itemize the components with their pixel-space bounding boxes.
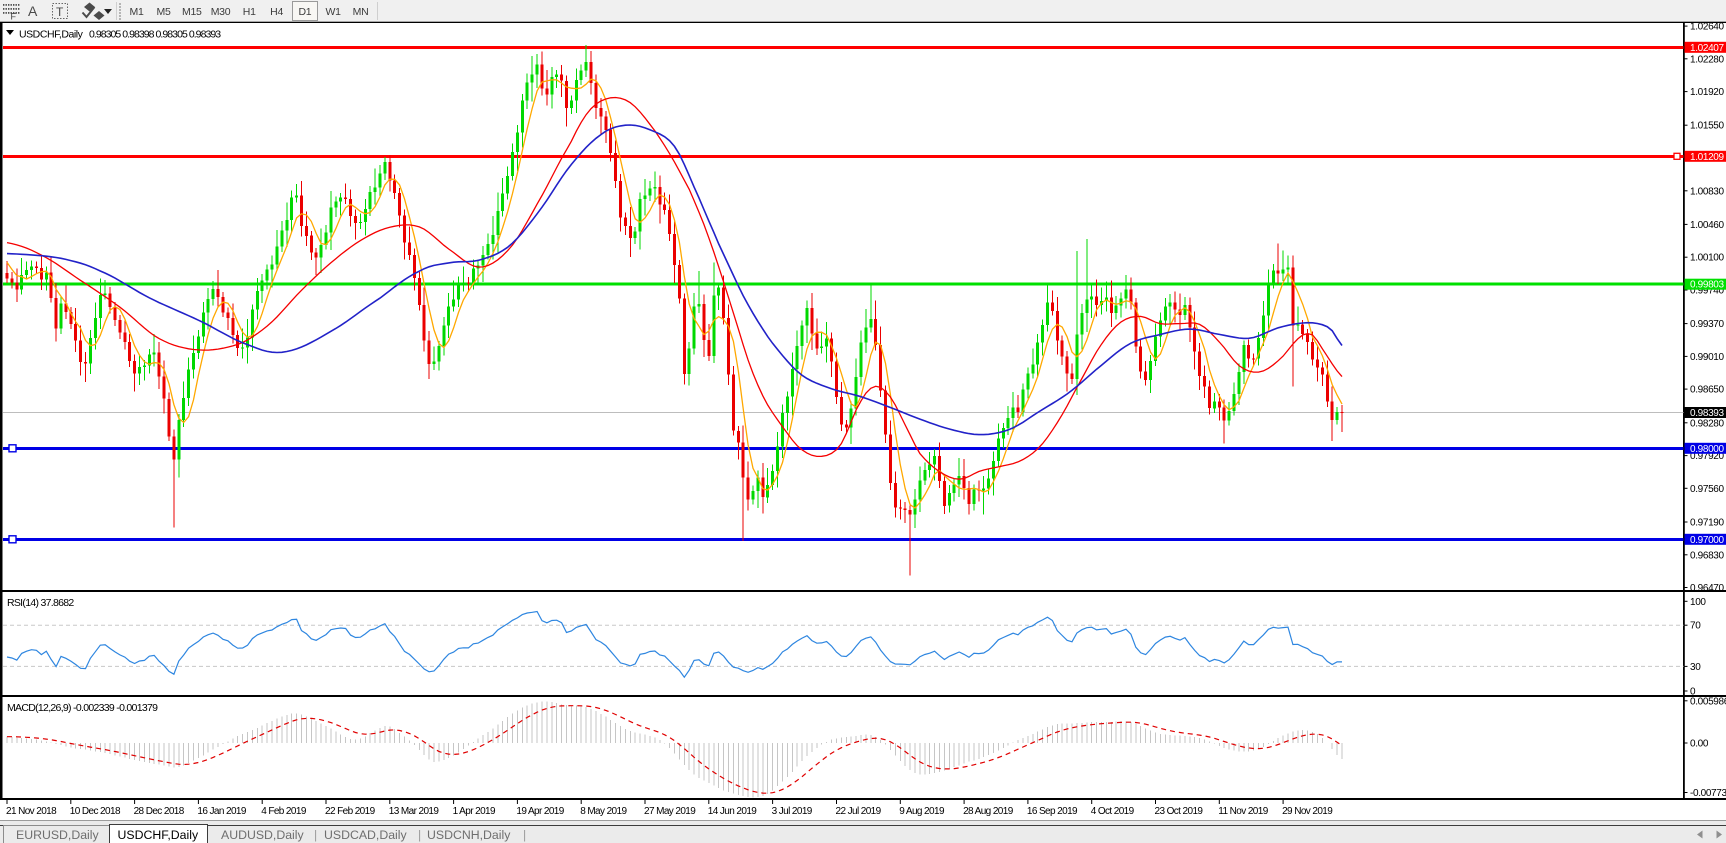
svg-text:|: |: [523, 828, 526, 842]
svg-text:H1: H1: [243, 6, 256, 18]
svg-text:0.97560: 0.97560: [1690, 484, 1724, 495]
svg-text:RSI(14) 37.8682: RSI(14) 37.8682: [7, 597, 74, 609]
svg-text:1.00830: 1.00830: [1690, 186, 1724, 197]
svg-text:14 Jun 2019: 14 Jun 2019: [708, 806, 757, 817]
svg-text:3 Jul 2019: 3 Jul 2019: [772, 806, 813, 817]
svg-text:23 Oct 2019: 23 Oct 2019: [1155, 806, 1204, 817]
svg-text:1.02640: 1.02640: [1690, 22, 1724, 33]
svg-text:1 Apr 2019: 1 Apr 2019: [453, 806, 496, 817]
svg-text:D1: D1: [298, 6, 311, 18]
svg-text:4 Feb 2019: 4 Feb 2019: [261, 806, 307, 817]
svg-text:1.00460: 1.00460: [1690, 220, 1724, 231]
svg-text:0.00: 0.00: [1690, 739, 1709, 750]
svg-text:F: F: [11, 12, 17, 22]
svg-text:0.99803: 0.99803: [1690, 280, 1724, 291]
svg-text:70: 70: [1690, 621, 1701, 632]
svg-text:0.97190: 0.97190: [1690, 518, 1724, 529]
svg-text:29 Nov 2019: 29 Nov 2019: [1282, 806, 1333, 817]
svg-text:0.97920: 0.97920: [1690, 451, 1724, 462]
svg-text:H4: H4: [270, 6, 283, 18]
svg-text:MACD(12,26,9) -0.002339 -0.001: MACD(12,26,9) -0.002339 -0.001379: [7, 702, 158, 714]
svg-text:AUDUSD,Daily: AUDUSD,Daily: [221, 828, 305, 842]
svg-text:0: 0: [1690, 687, 1696, 698]
svg-text:30: 30: [1690, 662, 1701, 673]
svg-text:10 Dec 2018: 10 Dec 2018: [70, 806, 121, 817]
svg-text:22 Feb 2019: 22 Feb 2019: [325, 806, 376, 817]
svg-text:28 Aug 2019: 28 Aug 2019: [963, 806, 1014, 817]
svg-text:1.01920: 1.01920: [1690, 87, 1724, 98]
svg-text:M5: M5: [157, 6, 171, 18]
svg-text:21 Nov 2018: 21 Nov 2018: [6, 806, 57, 817]
svg-text:13 Mar 2019: 13 Mar 2019: [389, 806, 440, 817]
svg-text:4 Oct 2019: 4 Oct 2019: [1091, 806, 1135, 817]
svg-text:M1: M1: [130, 6, 144, 18]
svg-text:0.98280: 0.98280: [1690, 418, 1724, 429]
svg-text:0.97000: 0.97000: [1690, 535, 1724, 546]
svg-text:A: A: [28, 3, 38, 19]
svg-text:16 Sep 2019: 16 Sep 2019: [1027, 806, 1078, 817]
svg-text:-0.007737: -0.007737: [1690, 788, 1726, 799]
svg-text:8 May 2019: 8 May 2019: [580, 806, 627, 817]
svg-text:11 Nov 2019: 11 Nov 2019: [1218, 806, 1268, 817]
svg-text:22 Jul 2019: 22 Jul 2019: [836, 806, 882, 817]
svg-text:28 Dec 2018: 28 Dec 2018: [134, 806, 185, 817]
svg-text:0.96470: 0.96470: [1690, 583, 1724, 594]
svg-text:USDCAD,Daily: USDCAD,Daily: [324, 828, 408, 842]
svg-text:16 Jan 2019: 16 Jan 2019: [197, 806, 246, 817]
svg-text:0.98650: 0.98650: [1690, 385, 1724, 396]
svg-text:M30: M30: [211, 6, 231, 18]
svg-text:1.02407: 1.02407: [1690, 43, 1724, 54]
svg-text:0.96830: 0.96830: [1690, 550, 1724, 561]
svg-text:|: |: [418, 828, 421, 842]
svg-text:0.99740: 0.99740: [1690, 286, 1724, 297]
svg-text:1.00100: 1.00100: [1690, 253, 1724, 264]
svg-text:W1: W1: [326, 6, 342, 18]
svg-text:1.02280: 1.02280: [1690, 54, 1724, 65]
svg-text:100: 100: [1690, 597, 1706, 608]
svg-text:0.98393: 0.98393: [1690, 408, 1724, 419]
svg-text:0.99010: 0.99010: [1690, 352, 1724, 363]
svg-text:9 Aug 2019: 9 Aug 2019: [899, 806, 945, 817]
svg-text:19 Apr 2019: 19 Apr 2019: [516, 806, 564, 817]
svg-text:USDCHF,Daily: USDCHF,Daily: [19, 29, 84, 41]
svg-text:1.01209: 1.01209: [1690, 152, 1724, 163]
svg-text:27 May 2019: 27 May 2019: [644, 806, 696, 817]
svg-text:EURUSD,Daily: EURUSD,Daily: [16, 828, 100, 842]
svg-text:1.01550: 1.01550: [1690, 121, 1724, 132]
svg-text:|: |: [314, 828, 317, 842]
svg-text:0.99370: 0.99370: [1690, 319, 1724, 330]
svg-text:USDCNH,Daily: USDCNH,Daily: [427, 828, 511, 842]
svg-text:0.005986: 0.005986: [1690, 696, 1726, 707]
svg-text:0.98305 0.98398 0.98305 0.9839: 0.98305 0.98398 0.98305 0.98393: [89, 29, 221, 41]
svg-text:MN: MN: [353, 6, 369, 18]
svg-text:T: T: [56, 5, 64, 19]
svg-text:0.98000: 0.98000: [1690, 444, 1724, 455]
svg-text:USDCHF,Daily: USDCHF,Daily: [118, 828, 199, 842]
svg-text:M15: M15: [182, 6, 202, 18]
